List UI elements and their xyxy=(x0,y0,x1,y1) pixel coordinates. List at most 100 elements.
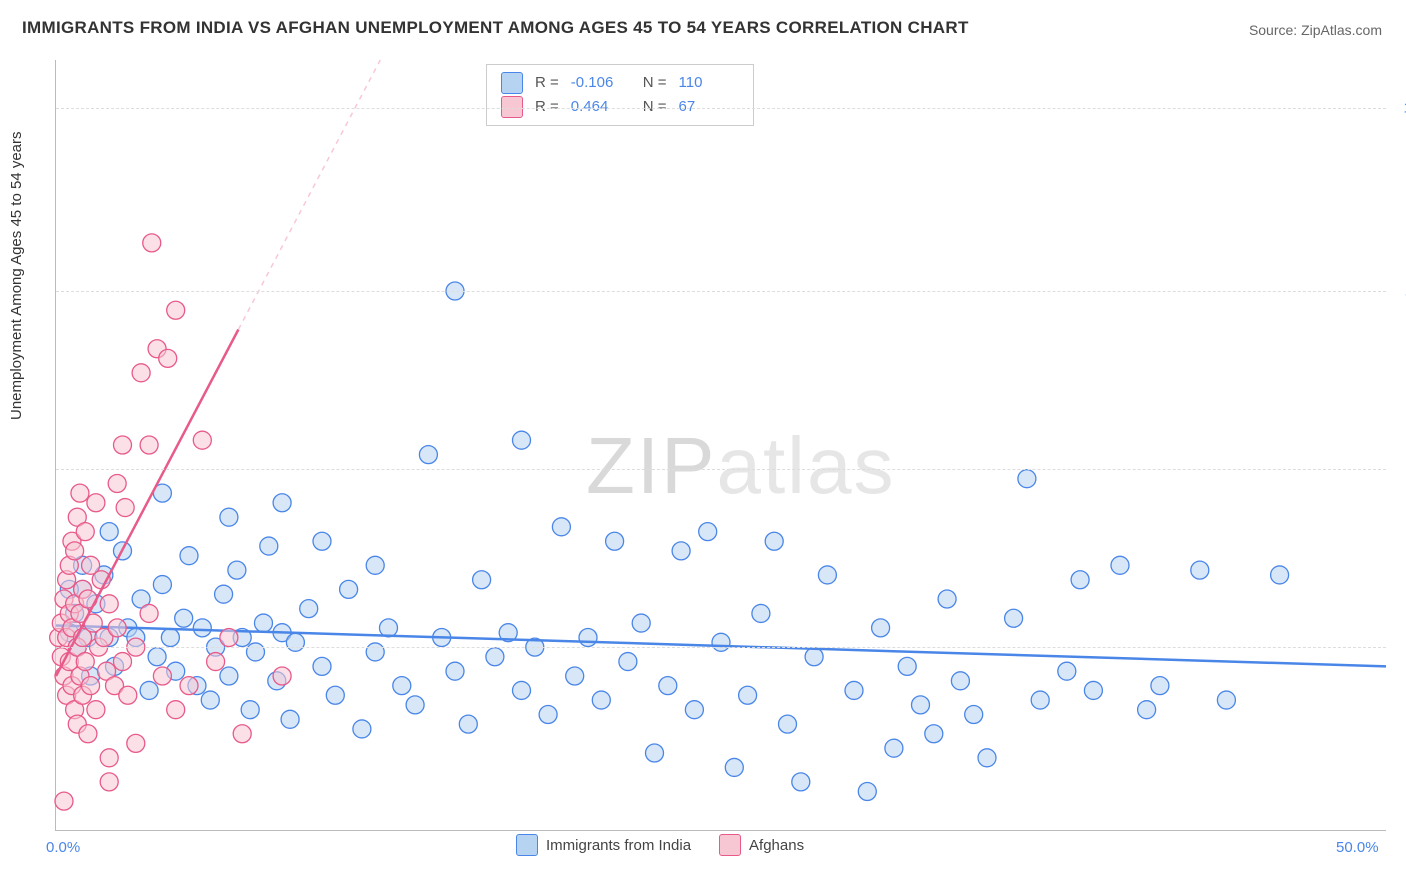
y-axis-label: Unemployment Among Ages 45 to 54 years xyxy=(8,131,25,420)
data-point xyxy=(114,436,132,454)
gridline xyxy=(56,291,1386,292)
data-point xyxy=(805,648,823,666)
data-point xyxy=(140,436,158,454)
swatch-india-b xyxy=(516,834,538,856)
data-point xyxy=(659,677,677,695)
data-point xyxy=(116,499,134,517)
data-point xyxy=(127,734,145,752)
data-point xyxy=(140,604,158,622)
data-point xyxy=(180,547,198,565)
data-point xyxy=(539,706,557,724)
legend-row-afghan: R = 0.464 N = 67 xyxy=(501,95,739,119)
data-point xyxy=(228,561,246,579)
data-point xyxy=(845,681,863,699)
data-point xyxy=(419,446,437,464)
data-point xyxy=(71,484,89,502)
data-point xyxy=(100,749,118,767)
data-point xyxy=(978,749,996,767)
label-n: N = xyxy=(643,71,667,95)
data-point xyxy=(459,715,477,733)
data-point xyxy=(273,667,291,685)
gridline xyxy=(56,647,1386,648)
data-point xyxy=(699,523,717,541)
data-point xyxy=(233,725,251,743)
data-point xyxy=(646,744,664,762)
trend-line-ext xyxy=(238,60,380,330)
data-point xyxy=(313,532,331,550)
data-point xyxy=(241,701,259,719)
data-point xyxy=(220,508,238,526)
data-point xyxy=(486,648,504,666)
data-point xyxy=(119,686,137,704)
data-point xyxy=(1271,566,1289,584)
data-point xyxy=(193,619,211,637)
label-r2: R = xyxy=(535,95,559,119)
data-point xyxy=(792,773,810,791)
gridline xyxy=(56,108,1386,109)
data-point xyxy=(273,494,291,512)
plot-area: ZIPatlas R = -0.106 N = 110 R = 0.464 N … xyxy=(55,60,1386,831)
data-point xyxy=(353,720,371,738)
data-point xyxy=(76,653,94,671)
data-point xyxy=(965,706,983,724)
data-point xyxy=(712,633,730,651)
data-point xyxy=(765,532,783,550)
data-point xyxy=(79,725,97,743)
data-point xyxy=(76,523,94,541)
swatch-afghan-b xyxy=(719,834,741,856)
data-point xyxy=(393,677,411,695)
value-r-india: -0.106 xyxy=(571,71,631,95)
data-point xyxy=(207,653,225,671)
label-r: R = xyxy=(535,71,559,95)
gridline xyxy=(56,469,1386,470)
value-n-india: 110 xyxy=(679,71,739,95)
data-point xyxy=(685,701,703,719)
data-point xyxy=(606,532,624,550)
data-point xyxy=(1031,691,1049,709)
data-point xyxy=(592,691,610,709)
data-point xyxy=(247,643,265,661)
data-point xyxy=(82,677,100,695)
data-point xyxy=(779,715,797,733)
data-point xyxy=(108,619,126,637)
data-point xyxy=(100,523,118,541)
data-point xyxy=(220,629,238,647)
data-point xyxy=(1005,609,1023,627)
data-point xyxy=(175,609,193,627)
data-point xyxy=(254,614,272,632)
data-point xyxy=(951,672,969,690)
value-n-afghan: 67 xyxy=(679,95,739,119)
data-point xyxy=(281,710,299,728)
data-point xyxy=(180,677,198,695)
data-point xyxy=(818,566,836,584)
data-point xyxy=(858,783,876,801)
legend-label-india: Immigrants from India xyxy=(546,837,691,854)
data-point xyxy=(898,657,916,675)
data-point xyxy=(739,686,757,704)
data-point xyxy=(143,234,161,252)
data-point xyxy=(513,681,531,699)
legend-item-india: Immigrants from India xyxy=(516,834,691,856)
data-point xyxy=(566,667,584,685)
data-point xyxy=(1018,470,1036,488)
data-point xyxy=(380,619,398,637)
data-point xyxy=(108,475,126,493)
data-point xyxy=(938,590,956,608)
data-point xyxy=(925,725,943,743)
xtick-label: 0.0% xyxy=(46,839,80,856)
data-point xyxy=(114,653,132,671)
data-point xyxy=(148,648,166,666)
data-point xyxy=(159,349,177,367)
data-point xyxy=(167,301,185,319)
data-point xyxy=(366,556,384,574)
data-point xyxy=(912,696,930,714)
legend-row-india: R = -0.106 N = 110 xyxy=(501,71,739,95)
source-credit: Source: ZipAtlas.com xyxy=(1249,22,1382,38)
data-point xyxy=(579,629,597,647)
data-point xyxy=(140,681,158,699)
data-point xyxy=(153,667,171,685)
data-point xyxy=(1111,556,1129,574)
data-point xyxy=(286,633,304,651)
data-point xyxy=(885,739,903,757)
data-point xyxy=(752,604,770,622)
